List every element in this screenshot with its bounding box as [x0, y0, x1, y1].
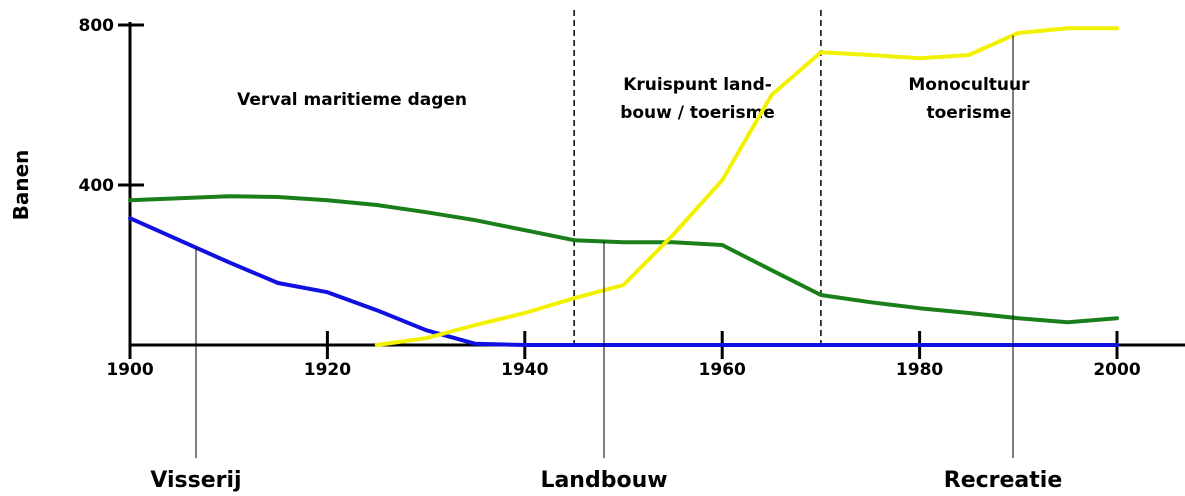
period-label: bouw / toerisme — [620, 103, 775, 123]
y-tick-label: 400 — [79, 176, 115, 196]
period-label: toerisme — [926, 103, 1011, 123]
x-tick-label: 2000 — [1093, 360, 1140, 380]
x-tick-label: 1980 — [896, 360, 943, 380]
series-name: Landbouw — [540, 468, 667, 493]
period-label: Kruispunt land- — [623, 75, 772, 95]
period-label: Monocultuur — [908, 75, 1030, 95]
series-line — [128, 216, 1119, 347]
x-tick-label: 1940 — [501, 360, 548, 380]
period-label: Verval maritieme dagen — [237, 90, 467, 110]
x-tick-label: 1920 — [304, 360, 351, 380]
x-tick-label: 1900 — [106, 360, 153, 380]
series-line — [374, 26, 1119, 347]
series-name: Recreatie — [944, 468, 1063, 493]
series-name: Visserij — [150, 468, 241, 493]
x-tick-label: 1960 — [699, 360, 746, 380]
y-tick-label: 800 — [79, 16, 115, 36]
y-axis-label: Banen — [9, 150, 33, 221]
series-line — [128, 194, 1119, 325]
